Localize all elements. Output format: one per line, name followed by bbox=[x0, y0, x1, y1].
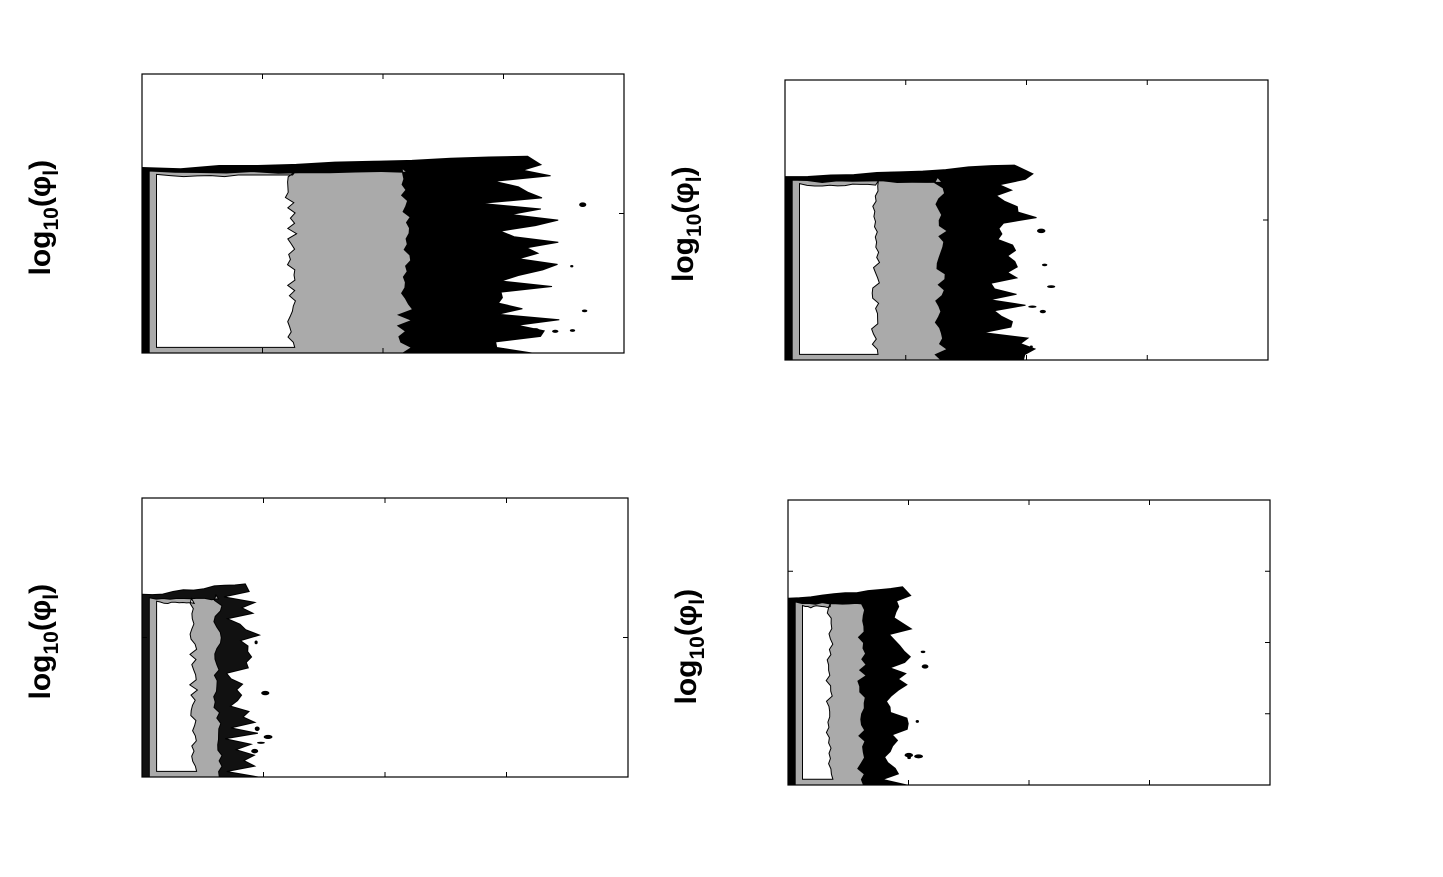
y-axis-label-part: (φ bbox=[670, 605, 703, 636]
contour-speckle bbox=[254, 640, 258, 645]
contour-speckle bbox=[531, 328, 540, 334]
y-axis-label-part: ) bbox=[24, 584, 57, 594]
contour-speckle bbox=[263, 734, 273, 739]
y-axis-label-part: l bbox=[683, 176, 706, 182]
contour-speckle bbox=[914, 754, 924, 759]
contour-group bbox=[142, 155, 588, 353]
contour-group bbox=[142, 583, 273, 777]
y-axis-label-part: l bbox=[40, 170, 63, 176]
y-axis-label-part: log bbox=[24, 231, 57, 276]
y-axis-label-part: 10 bbox=[686, 636, 709, 659]
contour-speckle bbox=[1039, 309, 1046, 314]
y-axis-label: log10(φl) bbox=[670, 589, 709, 705]
contour-speckle bbox=[920, 650, 926, 654]
y-axis-label: log10(φl) bbox=[24, 584, 63, 700]
contour-speckle bbox=[1047, 285, 1056, 289]
contour-speckle bbox=[254, 726, 260, 732]
contour-speckle bbox=[581, 309, 588, 313]
y-axis-label: log10(φl) bbox=[24, 160, 63, 276]
panel-4: log10(φl) bbox=[670, 499, 1271, 786]
contour-speckle bbox=[904, 752, 914, 758]
contour-speckle bbox=[552, 329, 559, 333]
contour-region-inner bbox=[156, 171, 298, 348]
y-axis-label-part: log bbox=[670, 660, 703, 705]
contour-region-inner bbox=[802, 602, 834, 780]
y-axis-label-part: l bbox=[40, 594, 63, 600]
y-axis-label-part: log bbox=[667, 237, 700, 282]
contour-speckle bbox=[261, 690, 270, 696]
y-axis-label-part: 10 bbox=[40, 631, 63, 654]
contour-speckle bbox=[251, 748, 259, 754]
contour-region-inner bbox=[156, 597, 199, 772]
panel-1: log10(φl) bbox=[24, 73, 625, 354]
y-axis-label-part: (φ bbox=[24, 176, 57, 207]
y-axis-label-part: 10 bbox=[40, 207, 63, 230]
y-axis-label-part: l bbox=[686, 599, 709, 605]
y-axis-label-part: 10 bbox=[683, 214, 706, 237]
y-axis-label-part: (φ bbox=[24, 600, 57, 631]
contour-speckle bbox=[1041, 263, 1048, 267]
y-axis-label-part: log bbox=[24, 655, 57, 700]
y-axis-label-part: ) bbox=[24, 160, 57, 170]
contour-speckle bbox=[1037, 228, 1046, 234]
contour-group bbox=[788, 586, 929, 785]
contour-speckle bbox=[579, 202, 587, 208]
y-axis-label-part: ) bbox=[670, 589, 703, 599]
panel-3: log10(φl) bbox=[24, 497, 629, 778]
contour-speckle bbox=[1029, 345, 1033, 348]
contour-region-inner bbox=[799, 180, 881, 355]
contour-speckle bbox=[569, 329, 576, 332]
y-axis-label-part: (φ bbox=[667, 182, 700, 213]
contour-speckle bbox=[256, 741, 265, 744]
y-axis-label-part: ) bbox=[667, 166, 700, 176]
contour-group bbox=[785, 164, 1056, 360]
contour-speckle bbox=[915, 720, 919, 723]
contour-speckle bbox=[921, 664, 929, 669]
panel-2: log10(φl) bbox=[667, 79, 1269, 361]
y-axis-label: log10(φl) bbox=[667, 166, 706, 282]
contour-speckle bbox=[1028, 305, 1037, 308]
contour-speckle bbox=[570, 265, 574, 268]
